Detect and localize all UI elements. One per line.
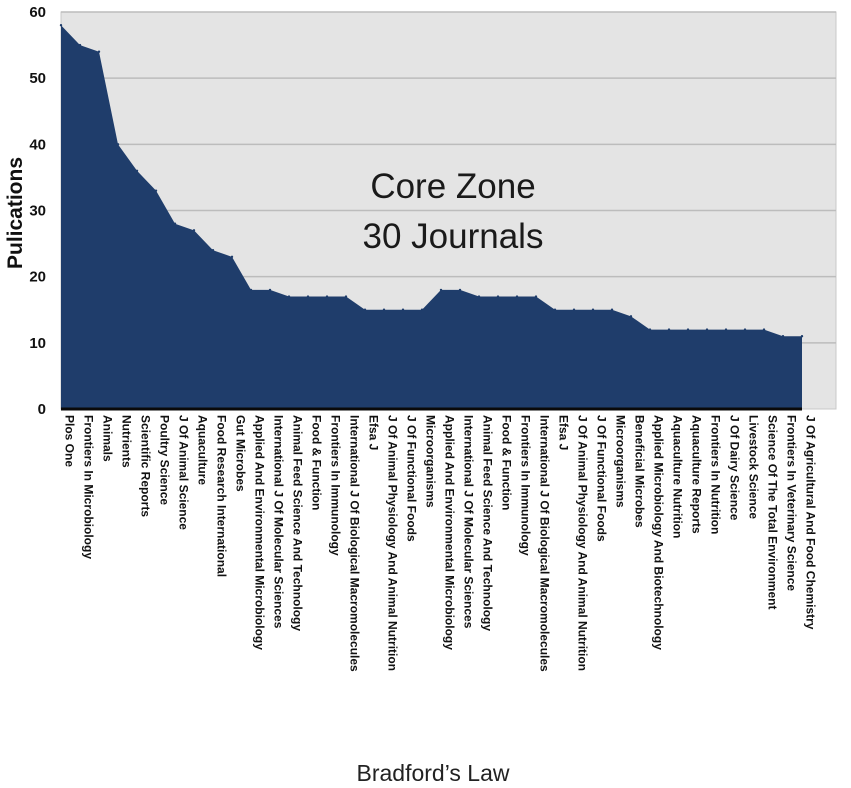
y-tick-label: 10: [29, 335, 46, 352]
x-tick-label: J Of Animal Physiology And Animal Nutrit…: [386, 415, 400, 671]
data-point: [553, 308, 557, 311]
data-point: [458, 288, 462, 292]
data-point: [59, 24, 63, 27]
x-tick-label: Scientific Reports: [139, 415, 153, 517]
data-point: [515, 295, 519, 298]
y-tick-label: 30: [29, 203, 46, 220]
x-tick-label: Beneficial Microbes: [633, 415, 647, 528]
y-tick-label: 60: [29, 4, 46, 21]
x-tick-label: Livestock Science: [747, 415, 761, 519]
x-tick-label: International J Of Molecular Sciences: [272, 415, 286, 629]
data-area-layer: [59, 24, 804, 411]
data-point: [420, 308, 424, 311]
x-tick-label: Frontiers In Nutrition: [709, 415, 723, 534]
data-point: [401, 308, 405, 311]
x-tick-label: Aquaculture: [196, 415, 210, 485]
x-tick-label: Frontiers In Veterinary Science: [785, 415, 799, 591]
data-point: [173, 222, 177, 225]
x-tick-label: Gut Microbes: [234, 415, 248, 492]
data-point: [724, 328, 728, 331]
data-point: [781, 335, 785, 338]
x-tick-label: Animals: [101, 415, 115, 462]
x-tick-label: J Of Dairy Science: [728, 415, 742, 521]
x-tick-label: Food & Function: [310, 415, 324, 510]
x-tick-label: Applied And Environmental Microbiology: [443, 415, 457, 650]
x-tick-label: Microorganisms: [424, 415, 438, 508]
x-tick-label: Applied And Environmental Microbiology: [253, 415, 267, 650]
data-point: [192, 229, 196, 232]
data-point: [610, 308, 614, 311]
data-point: [762, 328, 766, 331]
x-tick-label: Animal Feed Science And Technology: [481, 415, 495, 631]
x-tick-label: J Of Agricultural And Food Chemistry: [804, 415, 818, 630]
data-point: [686, 328, 690, 331]
data-point: [477, 295, 481, 298]
y-tick-label: 50: [29, 70, 46, 87]
x-tick-label: Frontiers In Microbiology: [82, 415, 96, 559]
x-tick-label: International J Of Molecular Sciences: [462, 415, 476, 629]
data-point: [306, 295, 310, 298]
y-axis-label: Pulications: [4, 157, 27, 269]
data-point: [154, 189, 158, 192]
data-point: [97, 50, 101, 53]
data-point: [629, 315, 633, 318]
x-tick-label: J Of Functional Foods: [595, 415, 609, 542]
x-tick-label: International J Of Biological Macromolec…: [348, 415, 362, 672]
data-point: [230, 255, 234, 259]
data-point: [667, 328, 671, 331]
x-tick-label: Microorganisms: [614, 415, 628, 508]
data-point: [249, 288, 253, 292]
data-point: [800, 335, 804, 338]
x-tick-label: Efsa J: [367, 415, 381, 450]
x-tick-label: Food Research International: [215, 415, 229, 577]
data-point: [344, 295, 348, 298]
x-tick-label: Animal Feed Science And Technology: [291, 415, 305, 631]
y-tick-label: 40: [29, 136, 46, 153]
x-axis-label: Bradford’s Law: [357, 760, 510, 786]
data-point: [78, 43, 82, 47]
y-tick-label: 0: [38, 401, 46, 418]
x-tick-label: Frontiers In Immunology: [519, 415, 533, 556]
data-point: [572, 308, 576, 311]
data-point: [743, 328, 747, 331]
x-tick-label: Science Of The Total Environment: [766, 415, 780, 609]
data-point: [439, 288, 443, 292]
data-point: [534, 295, 538, 298]
data-point: [648, 328, 652, 331]
data-point: [325, 295, 329, 298]
publications-area: [61, 25, 802, 409]
data-point: [591, 308, 595, 311]
data-point: [268, 288, 272, 292]
x-axis-ticks: Plos One Frontiers In Microbiology Animals…: [63, 415, 818, 672]
x-tick-label: J Of Functional Foods: [405, 415, 419, 542]
y-tick-label: 20: [29, 269, 46, 286]
y-axis-ticks: 0 10 20 30 40 50 60: [29, 4, 46, 418]
x-tick-label: J Of Animal Science: [177, 415, 191, 530]
core-zone-label: Core Zone: [370, 167, 535, 206]
data-point: [705, 328, 709, 331]
data-point: [382, 308, 386, 311]
x-tick-label: Poultry Science: [158, 415, 172, 505]
data-point: [496, 295, 500, 298]
data-point: [135, 169, 139, 172]
x-tick-label: Food & Function: [500, 415, 514, 510]
x-tick-label: Aquaculture Nutrition: [671, 415, 685, 538]
data-point: [116, 143, 120, 146]
x-tick-label: J Of Animal Physiology And Animal Nutrit…: [576, 415, 590, 671]
x-tick-label: Efsa J: [557, 415, 571, 450]
x-tick-label: Applied Microbiology And Biotechnology: [652, 415, 666, 650]
x-tick-label: Frontiers In Immunology: [329, 415, 343, 556]
data-point: [211, 249, 215, 252]
x-tick-label: Plos One: [63, 415, 77, 467]
core-zone-count: 30 Journals: [363, 217, 544, 256]
x-tick-label: Nutrients: [120, 415, 134, 468]
data-point: [287, 295, 291, 298]
x-tick-label: Aquaculture Reports: [690, 415, 704, 534]
x-tick-label: International J Of Biological Macromolec…: [538, 415, 552, 672]
data-point: [363, 308, 367, 311]
